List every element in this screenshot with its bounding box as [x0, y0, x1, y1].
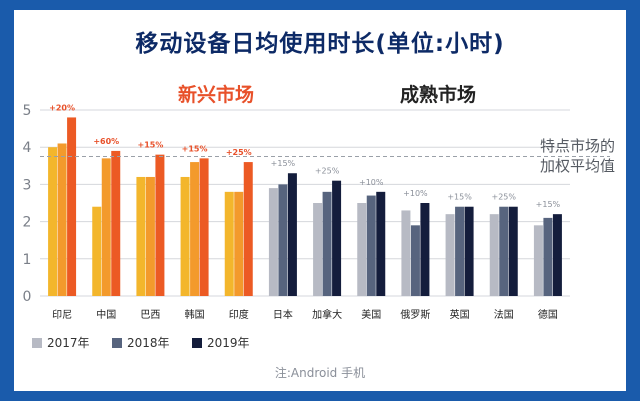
bar-巴西-2019年: [155, 154, 165, 296]
x-tick-label: 加拿大: [312, 308, 342, 321]
y-tick-label: 0: [23, 289, 32, 305]
y-tick-label: 4: [23, 140, 32, 156]
y-tick-label: 2: [23, 215, 32, 231]
growth-label: +15%: [447, 193, 472, 202]
growth-label: +15%: [271, 159, 296, 168]
growth-label: +25%: [226, 148, 252, 157]
bar-韩国-2019年: [199, 158, 209, 296]
bar-中国-2018年: [101, 158, 111, 296]
reference-line-label: 特点市场的: [540, 137, 615, 155]
emerging-markets-label: 新兴市场: [178, 84, 255, 106]
growth-label: +10%: [359, 178, 384, 187]
legend-label: 2019年: [207, 336, 250, 350]
x-tick-label: 巴西: [140, 309, 160, 321]
bar-俄罗斯-2018年: [410, 225, 420, 296]
bar-德国-2017年: [533, 225, 543, 296]
bar-加拿大-2017年: [313, 203, 323, 296]
bar-印度-2017年: [224, 191, 234, 296]
bar-韩国-2017年: [180, 176, 190, 296]
bar-巴西-2018年: [145, 176, 155, 296]
bar-加拿大-2018年: [322, 191, 332, 296]
bar-中国-2019年: [111, 150, 121, 296]
x-tick-label: 英国: [450, 308, 470, 321]
bar-印尼-2018年: [57, 143, 67, 296]
bar-韩国-2018年: [190, 162, 200, 296]
x-tick-label: 德国: [538, 308, 558, 321]
growth-label: +20%: [49, 103, 75, 112]
bar-法国-2019年: [508, 206, 518, 296]
bar-美国-2018年: [366, 195, 376, 296]
bar-印度-2019年: [243, 162, 253, 296]
x-tick-label: 印尼: [52, 309, 72, 321]
x-tick-label: 俄罗斯: [400, 308, 430, 321]
bar-日本-2018年: [278, 184, 288, 296]
bar-法国-2017年: [489, 214, 499, 296]
bar-中国-2017年: [92, 206, 102, 296]
bar-英国-2017年: [445, 214, 455, 296]
growth-label: +15%: [137, 141, 163, 150]
bar-印度-2018年: [234, 191, 244, 296]
x-tick-label: 日本: [273, 308, 293, 321]
x-tick-label: 印度: [229, 308, 249, 321]
y-tick-label: 5: [23, 103, 32, 119]
footnote: 注:Android 手机: [274, 366, 366, 380]
bar-德国-2019年: [552, 214, 562, 296]
x-tick-label: 韩国: [185, 308, 205, 321]
bar-法国-2018年: [499, 206, 509, 296]
bar-巴西-2017年: [136, 176, 146, 296]
growth-label: +60%: [93, 137, 119, 146]
bar-美国-2017年: [357, 203, 367, 296]
bar-俄罗斯-2017年: [401, 210, 411, 296]
bar-英国-2019年: [464, 206, 474, 296]
y-tick-label: 1: [23, 252, 32, 268]
bar-加拿大-2019年: [332, 180, 342, 296]
legend-swatch-2019年: [192, 338, 202, 348]
bar-英国-2018年: [455, 206, 465, 296]
bar-印尼-2019年: [67, 117, 77, 296]
x-tick-label: 法国: [494, 308, 514, 321]
bar-日本-2017年: [268, 188, 278, 296]
bar-德国-2018年: [543, 217, 553, 296]
bar-俄罗斯-2019年: [420, 203, 430, 296]
chart-title: 移动设备日均使用时长(单位:小时): [135, 31, 505, 57]
legend-swatch-2017年: [32, 338, 42, 348]
bar-美国-2019年: [376, 191, 386, 296]
growth-label: +15%: [182, 144, 208, 153]
growth-label: +10%: [403, 189, 428, 198]
y-tick-label: 3: [23, 177, 32, 193]
legend-swatch-2018年: [112, 338, 122, 348]
growth-label: +25%: [492, 193, 517, 202]
growth-label: +25%: [315, 167, 340, 176]
growth-label: +15%: [536, 200, 561, 209]
x-tick-label: 中国: [96, 308, 116, 321]
bar-印尼-2017年: [48, 147, 58, 296]
x-tick-label: 美国: [361, 308, 381, 321]
reference-line-label: 加权平均值: [540, 157, 615, 175]
legend-label: 2017年: [47, 336, 90, 350]
legend-label: 2018年: [127, 336, 170, 350]
bar-日本-2019年: [287, 173, 297, 296]
mature-markets-label: 成熟市场: [400, 84, 477, 106]
